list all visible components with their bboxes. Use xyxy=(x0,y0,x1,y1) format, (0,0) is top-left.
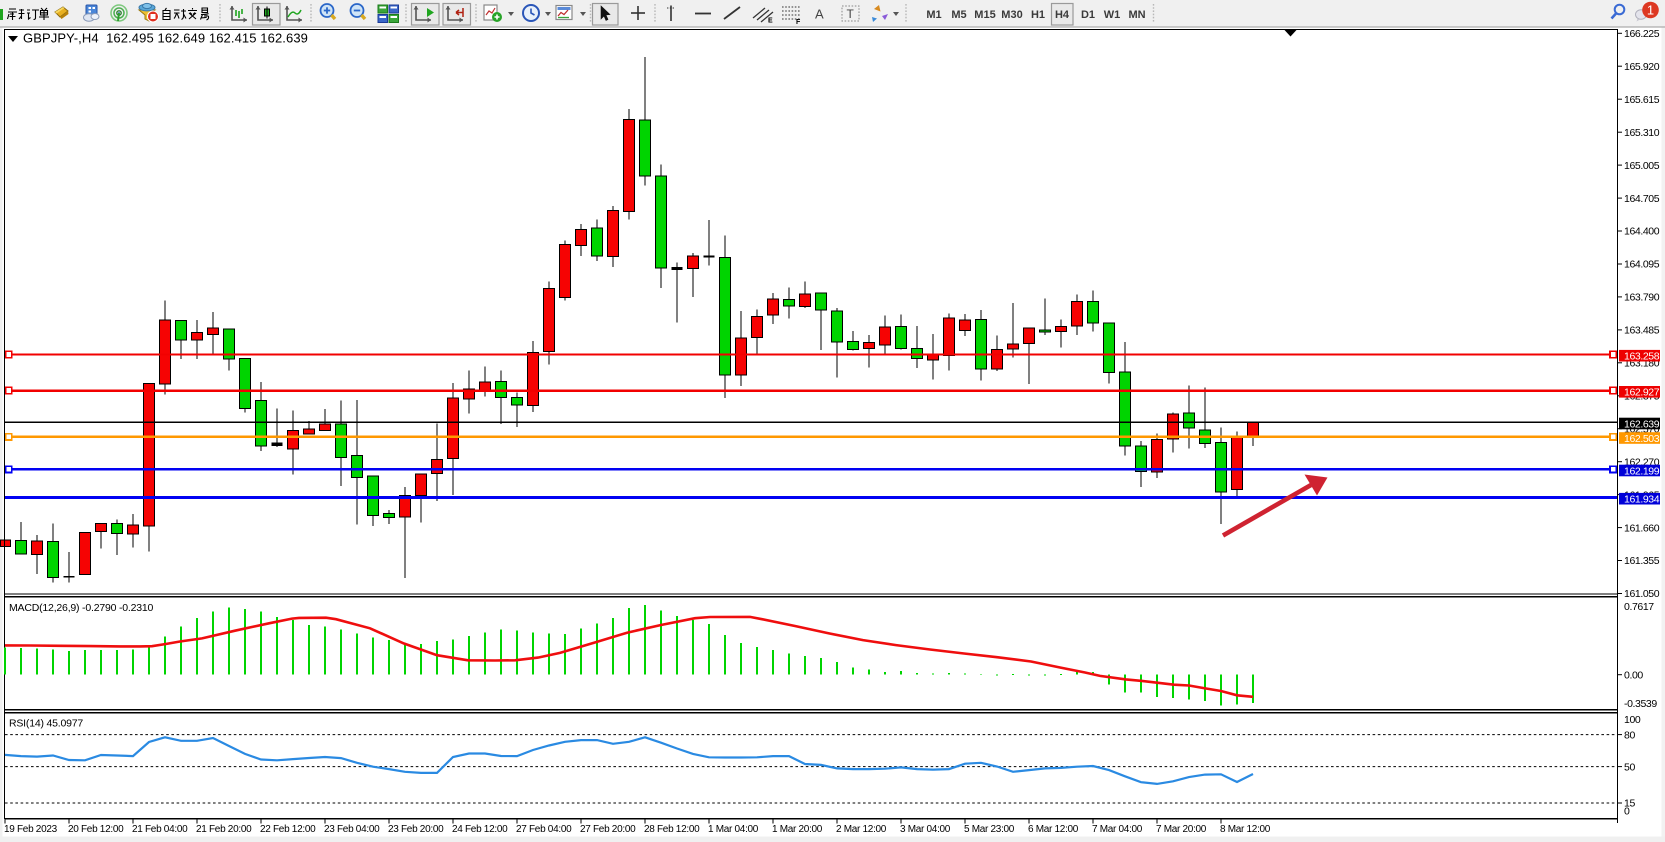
svg-text:80: 80 xyxy=(1624,729,1635,741)
svg-text:23 Feb 20:00: 23 Feb 20:00 xyxy=(388,824,444,835)
svg-text:5 Mar 23:00: 5 Mar 23:00 xyxy=(964,824,1015,835)
svg-text:20 Feb 12:00: 20 Feb 12:00 xyxy=(68,824,124,835)
svg-text:H1: H1 xyxy=(1031,9,1045,21)
svg-text:27 Feb 20:00: 27 Feb 20:00 xyxy=(580,824,636,835)
svg-text:163.485: 163.485 xyxy=(1624,325,1660,337)
svg-text:161.934: 161.934 xyxy=(1624,494,1660,506)
svg-text:28 Feb 12:00: 28 Feb 12:00 xyxy=(644,824,700,835)
svg-text:164.095: 164.095 xyxy=(1624,259,1660,271)
svg-text:0: 0 xyxy=(1624,806,1630,818)
svg-text:15: 15 xyxy=(1624,798,1635,810)
svg-text:RSI(14) 45.0977: RSI(14) 45.0977 xyxy=(9,718,83,730)
svg-text:165.005: 165.005 xyxy=(1624,160,1660,172)
svg-text:H4: H4 xyxy=(1055,9,1070,21)
svg-text:22 Feb 12:00: 22 Feb 12:00 xyxy=(260,824,316,835)
svg-text:0.7617: 0.7617 xyxy=(1624,601,1654,613)
svg-text:F: F xyxy=(796,19,801,26)
svg-text:7 Mar 04:00: 7 Mar 04:00 xyxy=(1092,824,1143,835)
svg-text:T: T xyxy=(847,7,855,21)
svg-text:-0.3539: -0.3539 xyxy=(1624,698,1657,710)
svg-text:161.050: 161.050 xyxy=(1624,588,1660,600)
svg-text:3 Mar 04:00: 3 Mar 04:00 xyxy=(900,824,951,835)
svg-text:D1: D1 xyxy=(1081,9,1095,21)
svg-text:M1: M1 xyxy=(926,9,941,21)
svg-text:24 Feb 12:00: 24 Feb 12:00 xyxy=(452,824,508,835)
svg-text:E: E xyxy=(768,18,773,25)
svg-text:MN: MN xyxy=(1128,9,1145,21)
svg-text:162.503: 162.503 xyxy=(1624,433,1660,445)
svg-text:165.920: 165.920 xyxy=(1624,61,1660,73)
svg-text:21 Feb 04:00: 21 Feb 04:00 xyxy=(132,824,188,835)
svg-text:162.927: 162.927 xyxy=(1624,387,1660,399)
svg-text:M5: M5 xyxy=(951,9,966,21)
svg-text:100: 100 xyxy=(1624,714,1641,726)
svg-text:A: A xyxy=(815,7,824,22)
svg-text:165.615: 165.615 xyxy=(1624,94,1660,106)
svg-text:50: 50 xyxy=(1624,761,1635,773)
svg-text:M30: M30 xyxy=(1001,9,1022,21)
svg-text:19 Feb 2023: 19 Feb 2023 xyxy=(4,824,58,835)
svg-text:2 Mar 12:00: 2 Mar 12:00 xyxy=(836,824,887,835)
svg-text:W1: W1 xyxy=(1104,9,1121,21)
svg-text:MACD(12,26,9) -0.2790 -0.2310: MACD(12,26,9) -0.2790 -0.2310 xyxy=(9,602,154,614)
svg-text:M15: M15 xyxy=(974,9,995,21)
svg-text:164.400: 164.400 xyxy=(1624,226,1660,238)
svg-text:162.639: 162.639 xyxy=(1624,418,1660,430)
svg-text:7 Mar 20:00: 7 Mar 20:00 xyxy=(1156,824,1207,835)
svg-text:166.225: 166.225 xyxy=(1624,28,1660,40)
svg-text:162.199: 162.199 xyxy=(1624,465,1660,477)
svg-text:1 Mar 04:00: 1 Mar 04:00 xyxy=(708,824,759,835)
svg-text:165.310: 165.310 xyxy=(1624,127,1660,139)
svg-text:163.258: 163.258 xyxy=(1624,351,1660,363)
svg-text:27 Feb 04:00: 27 Feb 04:00 xyxy=(516,824,572,835)
svg-text:163.790: 163.790 xyxy=(1624,292,1660,304)
svg-text:1: 1 xyxy=(1647,3,1654,18)
svg-text:8 Mar 12:00: 8 Mar 12:00 xyxy=(1220,824,1271,835)
svg-text:161.660: 161.660 xyxy=(1624,522,1660,534)
svg-text:1 Mar 20:00: 1 Mar 20:00 xyxy=(772,824,823,835)
svg-text:23 Feb 04:00: 23 Feb 04:00 xyxy=(324,824,380,835)
svg-text:164.705: 164.705 xyxy=(1624,193,1660,205)
svg-text:161.355: 161.355 xyxy=(1624,555,1660,567)
svg-text:GBPJPY-,H4 162.495 162.649 16: GBPJPY-,H4 162.495 162.649 162.415 162.6… xyxy=(23,31,308,46)
svg-text:0.00: 0.00 xyxy=(1624,669,1643,681)
svg-text:6 Mar 12:00: 6 Mar 12:00 xyxy=(1028,824,1079,835)
svg-text:21 Feb 20:00: 21 Feb 20:00 xyxy=(196,824,252,835)
